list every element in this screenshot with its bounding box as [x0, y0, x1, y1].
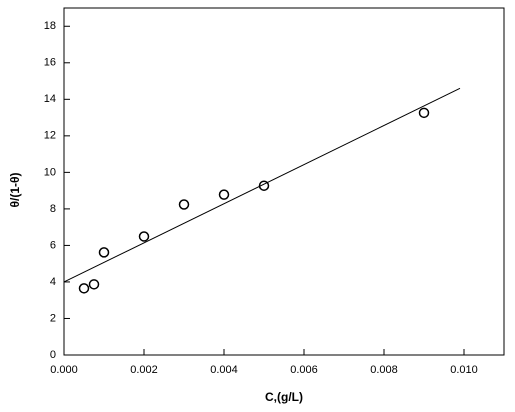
data-point [138, 231, 150, 242]
y-tick-label: 8 [50, 203, 56, 215]
data-point [98, 247, 110, 258]
y-tick-label: 6 [50, 239, 56, 251]
data-point [78, 283, 90, 294]
y-tick-label: 18 [44, 20, 56, 32]
plot-frame [63, 7, 505, 356]
x-axis-label: C,(g/L) [265, 390, 303, 404]
data-point [218, 189, 230, 200]
data-point [88, 279, 100, 290]
y-tick-label: 2 [50, 312, 56, 324]
y-tick-label: 16 [44, 57, 56, 69]
y-axis-label: θ/(1-θ) [8, 173, 22, 208]
y-tick-label: 14 [44, 93, 56, 105]
fit-line [63, 87, 461, 283]
x-tick-label: 0.002 [130, 364, 158, 376]
x-tick-label: 0.010 [450, 364, 478, 376]
y-tick-label: 0 [50, 349, 56, 361]
y-tick-label: 10 [44, 166, 56, 178]
x-tick-label: 0.008 [370, 364, 398, 376]
x-tick-label: 0.000 [50, 364, 78, 376]
x-tick-label: 0.004 [210, 364, 238, 376]
x-tick-label: 0.006 [290, 364, 318, 376]
data-point [178, 199, 190, 210]
data-point [258, 180, 270, 191]
data-point [418, 107, 430, 119]
y-tick-label: 12 [44, 130, 56, 142]
y-tick-label: 4 [50, 276, 56, 288]
